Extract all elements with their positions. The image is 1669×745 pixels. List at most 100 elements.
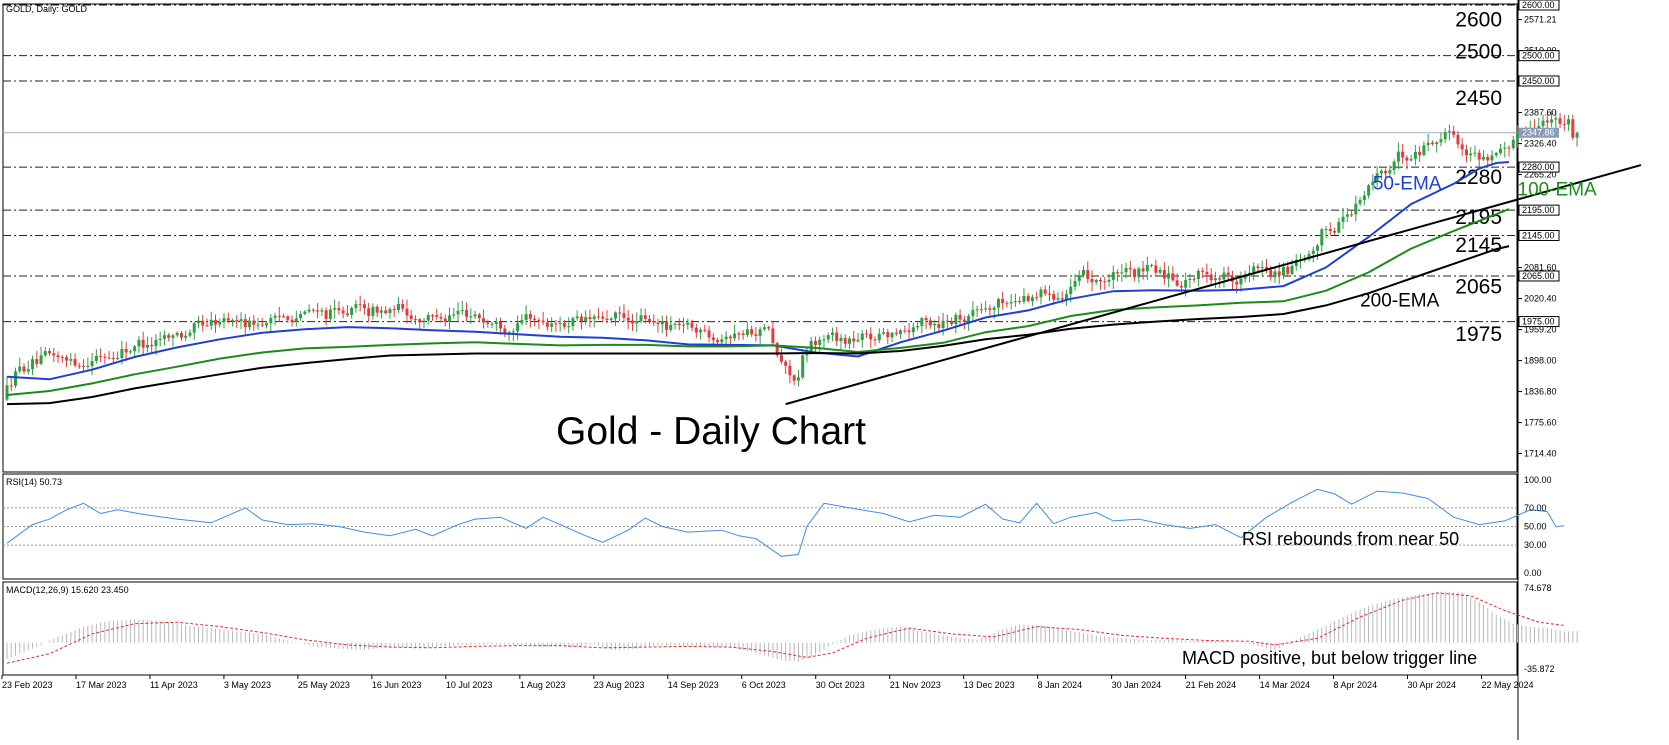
candle-body <box>1286 266 1290 274</box>
candle-body <box>1086 270 1090 280</box>
candle-body <box>1567 119 1571 125</box>
candle-body <box>1269 269 1273 278</box>
date-tick-label: 23 Feb 2023 <box>2 680 53 690</box>
candle-body <box>73 358 77 366</box>
candle-body <box>630 320 634 324</box>
candle-body <box>588 317 592 320</box>
candle-body <box>1090 279 1094 283</box>
candle-body <box>813 340 817 345</box>
candle-body <box>31 359 35 370</box>
candle-body <box>145 344 149 348</box>
candle-body <box>371 306 375 316</box>
candle-body <box>1056 298 1060 300</box>
candle-body <box>196 320 200 324</box>
candle-body <box>354 304 358 308</box>
candle-body <box>116 357 120 359</box>
candle-body <box>1235 281 1239 285</box>
price-tick-label: 2265.20 <box>1524 170 1557 180</box>
date-tick-label: 14 Mar 2024 <box>1260 680 1311 690</box>
chart-title: Gold - Daily Chart <box>556 410 866 453</box>
candle-body <box>1111 272 1115 280</box>
candle-body <box>584 317 588 322</box>
candle-body <box>1064 294 1068 300</box>
candle-body <box>1256 266 1260 269</box>
level-label-2280: 2280 <box>1455 166 1502 189</box>
candle-body <box>65 357 69 361</box>
candle-body <box>920 318 924 326</box>
candle-body <box>945 320 949 322</box>
candle-body <box>1009 302 1013 304</box>
price-box-label: 2450.00 <box>1522 76 1555 86</box>
candle-body <box>1239 278 1243 285</box>
candle-body <box>1162 269 1166 279</box>
current-price-label: 2347.86 <box>1522 128 1555 138</box>
candle-body <box>796 377 800 381</box>
candle-body <box>741 333 745 335</box>
date-tick-label: 13 Dec 2023 <box>964 680 1015 690</box>
candle-body <box>52 353 56 356</box>
candle-body <box>460 310 464 312</box>
candle-body <box>724 336 728 340</box>
candle-body <box>86 365 90 367</box>
candle-body <box>890 332 894 338</box>
candle-body <box>375 306 379 313</box>
candle-body <box>1422 145 1426 155</box>
candle-body <box>150 344 154 347</box>
rsi-annotation: RSI rebounds from near 50 <box>1242 529 1459 549</box>
label-50-ema: 50-EMA <box>1373 173 1442 194</box>
candle-body <box>1460 144 1464 150</box>
candle-body <box>1307 254 1311 260</box>
candle-body <box>711 337 715 341</box>
candle-body <box>1133 269 1137 278</box>
level-label-2500: 2500 <box>1455 41 1502 64</box>
candle-body <box>1137 268 1141 278</box>
candle-body <box>869 333 873 340</box>
candle-body <box>1401 151 1405 158</box>
candle-body <box>494 321 498 324</box>
candle-body <box>1392 161 1396 171</box>
candle-body <box>673 323 677 325</box>
candle-body <box>1456 134 1460 145</box>
price-box <box>1518 0 1560 11</box>
candle-body <box>686 322 690 325</box>
candle-body <box>728 336 732 339</box>
candle-body <box>128 351 132 353</box>
date-tick-label: 23 Aug 2023 <box>594 680 645 690</box>
candle-body <box>843 337 847 344</box>
date-tick-label: 30 Jan 2024 <box>1112 680 1162 690</box>
candle-body <box>201 320 205 326</box>
candle-body <box>792 375 796 381</box>
candle-body <box>299 314 303 319</box>
price-box-label: 2145.00 <box>1522 230 1555 240</box>
candle-body <box>618 312 622 314</box>
candle-body <box>562 323 566 327</box>
candle-body <box>1409 159 1413 161</box>
level-label-2145: 2145 <box>1455 234 1502 257</box>
candle-body <box>452 314 456 316</box>
candle-body <box>1333 230 1337 233</box>
date-tick-label: 21 Nov 2023 <box>890 680 941 690</box>
candle-body <box>958 314 962 320</box>
candle-body <box>456 310 460 315</box>
price-box-label: 2500.00 <box>1522 51 1555 61</box>
candle-body <box>520 319 524 324</box>
candle-body <box>35 359 39 364</box>
candle-body <box>1464 149 1468 156</box>
candle-body <box>1316 245 1320 251</box>
candle-body <box>877 333 881 341</box>
candle-body <box>226 318 230 321</box>
date-tick-label: 11 Apr 2023 <box>150 680 198 690</box>
candle-body <box>665 321 669 330</box>
candle-body <box>265 323 269 326</box>
candle-body <box>758 329 762 336</box>
candle-body <box>120 349 124 358</box>
candle-body <box>1179 285 1183 288</box>
candle-body <box>69 358 73 361</box>
candle-body <box>60 357 64 359</box>
candle-body <box>996 298 1000 308</box>
candle-body <box>1358 200 1362 204</box>
candle-body <box>1384 170 1388 174</box>
candle-body <box>550 323 554 327</box>
candle-body <box>660 321 664 325</box>
